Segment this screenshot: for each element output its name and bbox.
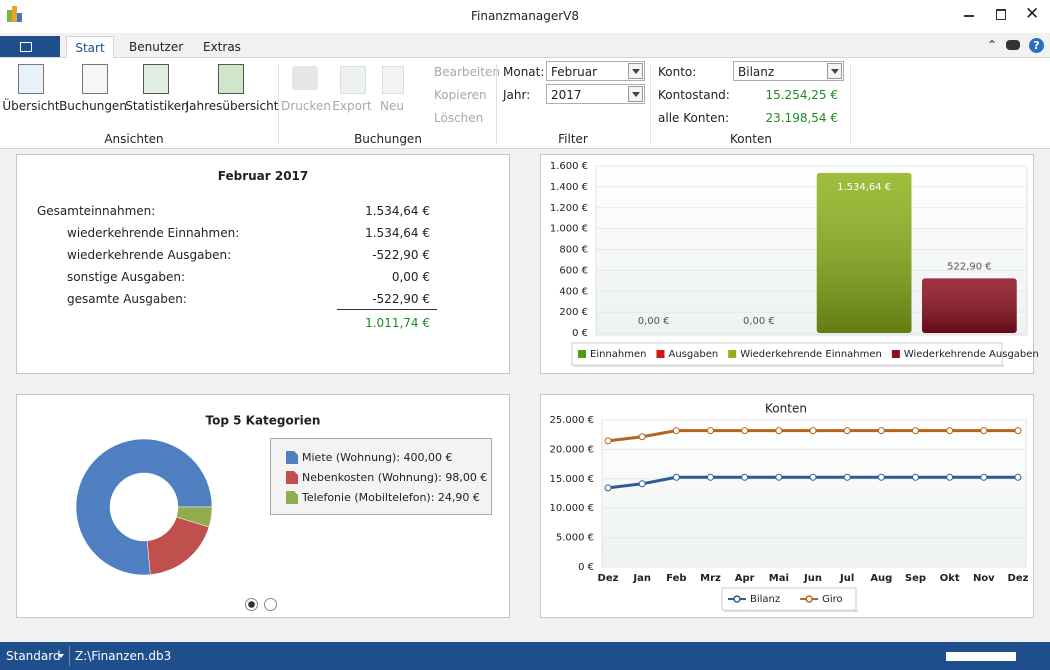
search-icon[interactable] [1006, 40, 1020, 50]
button-icon [292, 66, 318, 90]
summary-value: 1.534,64 € [365, 204, 430, 218]
group-label: Filter [558, 132, 588, 146]
separator [850, 64, 851, 144]
mode-selector[interactable]: Standard [6, 649, 61, 663]
ribbon-button[interactable]: Drucken [281, 99, 331, 113]
account-combo[interactable]: Bilanz [733, 61, 844, 81]
menu-icon [20, 42, 32, 52]
app-icon [17, 13, 22, 22]
close-button[interactable]: ✕ [1025, 4, 1040, 24]
tab[interactable]: Extras [203, 40, 241, 54]
page-dot[interactable] [264, 598, 277, 611]
title-bar [0, 0, 1050, 33]
window-title: FinanzmanagerV8 [470, 9, 579, 23]
status-bar [0, 642, 1050, 670]
tab[interactable]: Start [66, 36, 114, 58]
bar-chart-panel [540, 154, 1034, 374]
button-icon [82, 64, 108, 94]
summary-label: wiederkehrende Einnahmen: [67, 226, 240, 240]
button-icon [18, 64, 44, 94]
field-label: Jahr: [503, 88, 531, 102]
ribbon-button[interactable]: Export [332, 99, 372, 113]
sum-line [337, 309, 437, 310]
balance-value: 15.254,25 € [765, 88, 838, 102]
combo-value: Februar [551, 65, 598, 79]
ribbon-button[interactable]: Jahresübersicht [185, 99, 279, 113]
summary-total: 1.011,74 € [365, 316, 430, 330]
ribbon-small-button[interactable]: Löschen [434, 111, 484, 125]
ribbon-button[interactable]: Neu [380, 99, 404, 113]
dropdown-arrow[interactable] [628, 86, 643, 102]
mode-arrow[interactable] [58, 654, 64, 658]
summary-label: gesamte Ausgaben: [67, 292, 187, 306]
summary-value: 1.534,64 € [365, 226, 430, 240]
button-icon [340, 66, 366, 94]
help-button[interactable]: ? [1029, 38, 1044, 53]
app-menu-button[interactable] [0, 36, 60, 58]
summary-title: Februar 2017 [217, 169, 309, 183]
collapse-ribbon[interactable]: ⌃ [987, 38, 998, 52]
separator [650, 64, 651, 144]
field-label: Kontostand: [658, 88, 730, 102]
button-icon [218, 64, 244, 94]
summary-value: -522,90 € [372, 248, 430, 262]
year-combo[interactable]: 2017 [546, 84, 645, 104]
app-icon [12, 6, 17, 22]
ribbon-small-button[interactable]: Bearbeiten [434, 65, 500, 79]
ribbon-button[interactable]: Buchungen [59, 99, 127, 113]
page-dot[interactable] [245, 598, 258, 611]
field-label: Konto: [658, 65, 697, 79]
ribbon-button[interactable]: Statistiken [125, 99, 189, 113]
summary-label: sonstige Ausgaben: [67, 270, 185, 284]
field-label: alle Konten: [658, 111, 730, 125]
group-label: Buchungen [354, 132, 422, 146]
ribbon [0, 58, 1050, 149]
balance-value: 23.198,54 € [765, 111, 838, 125]
summary-panel [16, 154, 510, 374]
combo-value: 2017 [551, 88, 582, 102]
separator [278, 64, 279, 144]
ribbon-border [0, 57, 1050, 58]
summary-value: -522,90 € [372, 292, 430, 306]
month-combo[interactable]: Februar [546, 61, 645, 81]
summary-label: Gesamteinnahmen: [37, 204, 156, 218]
progress-bar [946, 652, 1016, 661]
button-icon [382, 66, 404, 94]
pie-legend-box [270, 438, 492, 515]
maximize-button[interactable] [996, 9, 1006, 20]
minimize-button[interactable] [964, 15, 974, 17]
field-label: Monat: [503, 65, 545, 79]
dropdown-arrow[interactable] [628, 63, 643, 79]
dropdown-arrow[interactable] [827, 63, 842, 79]
combo-value: Bilanz [738, 65, 775, 79]
file-path: Z:\Finanzen.db3 [75, 649, 172, 663]
separator [496, 64, 497, 144]
summary-value: 0,00 € [391, 270, 430, 284]
status-separator [69, 646, 70, 666]
tab[interactable]: Benutzer [129, 40, 184, 54]
line-chart-panel [540, 394, 1034, 618]
summary-label: wiederkehrende Ausgaben: [67, 248, 232, 262]
ribbon-small-button[interactable]: Kopieren [434, 88, 487, 102]
app-icon [7, 10, 12, 22]
group-label: Ansichten [104, 132, 164, 146]
group-label: Konten [730, 132, 772, 146]
button-icon [143, 64, 169, 94]
ribbon-button[interactable]: Übersicht [2, 99, 60, 113]
